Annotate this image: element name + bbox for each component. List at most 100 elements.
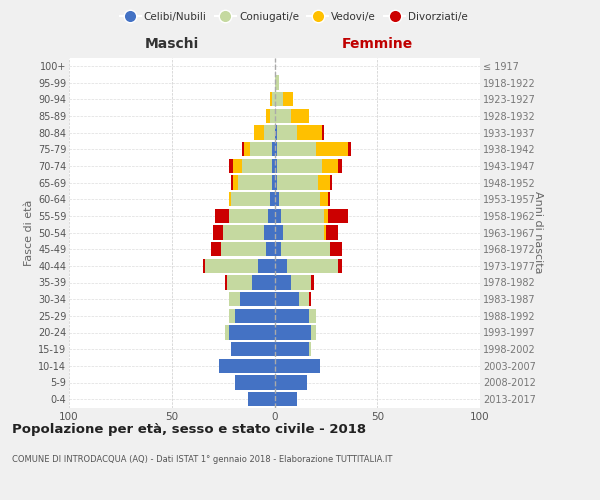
Bar [275, 76, 278, 90]
Bar [277, 126, 297, 140]
Bar [287, 259, 338, 273]
Bar [283, 92, 293, 106]
Bar [310, 309, 316, 323]
Bar [322, 159, 338, 173]
Bar [311, 276, 314, 289]
Y-axis label: Anni di nascita: Anni di nascita [533, 191, 542, 274]
Bar [272, 176, 275, 190]
Bar [275, 142, 277, 156]
Bar [291, 109, 310, 123]
Bar [272, 159, 275, 173]
Bar [272, 142, 275, 156]
Bar [328, 209, 349, 223]
Bar [275, 276, 291, 289]
Bar [211, 242, 221, 256]
Bar [283, 226, 324, 239]
Bar [223, 226, 264, 239]
Bar [205, 259, 258, 273]
Bar [268, 209, 275, 223]
Bar [235, 376, 275, 390]
Bar [275, 242, 281, 256]
Bar [232, 176, 233, 190]
Bar [229, 209, 268, 223]
Bar [266, 109, 271, 123]
Bar [264, 126, 275, 140]
Bar [271, 192, 275, 206]
Text: COMUNE DI INTRODACQUA (AQ) - Dati ISTAT 1° gennaio 2018 - Elaborazione TUTTITALI: COMUNE DI INTRODACQUA (AQ) - Dati ISTAT … [12, 455, 392, 464]
Bar [258, 259, 275, 273]
Legend: Celibi/Nubili, Coniugati/e, Vedovi/e, Divorziati/e: Celibi/Nubili, Coniugati/e, Vedovi/e, Di… [116, 8, 472, 26]
Bar [203, 259, 205, 273]
Bar [264, 226, 275, 239]
Bar [275, 376, 307, 390]
Bar [244, 142, 250, 156]
Bar [275, 342, 310, 356]
Bar [252, 276, 275, 289]
Bar [229, 326, 275, 340]
Bar [275, 259, 287, 273]
Bar [242, 142, 244, 156]
Bar [299, 292, 310, 306]
Bar [229, 292, 239, 306]
Bar [338, 259, 343, 273]
Bar [239, 292, 275, 306]
Bar [310, 292, 311, 306]
Bar [225, 276, 227, 289]
Bar [275, 226, 283, 239]
Bar [275, 292, 299, 306]
Bar [254, 126, 264, 140]
Bar [248, 392, 275, 406]
Bar [349, 142, 350, 156]
Text: Popolazione per età, sesso e stato civile - 2018: Popolazione per età, sesso e stato civil… [12, 422, 366, 436]
Bar [227, 276, 252, 289]
Bar [277, 159, 322, 173]
Bar [275, 109, 291, 123]
Bar [242, 159, 272, 173]
Bar [330, 176, 332, 190]
Bar [271, 92, 272, 106]
Bar [250, 142, 272, 156]
Bar [320, 192, 328, 206]
Bar [275, 159, 277, 173]
Bar [275, 176, 277, 190]
Bar [225, 326, 229, 340]
Bar [326, 226, 338, 239]
Bar [215, 209, 229, 223]
Bar [233, 159, 242, 173]
Bar [275, 326, 311, 340]
Bar [275, 192, 278, 206]
Bar [275, 209, 281, 223]
Bar [221, 242, 266, 256]
Bar [316, 142, 349, 156]
Bar [281, 209, 324, 223]
Bar [311, 326, 316, 340]
Bar [232, 192, 271, 206]
Bar [277, 176, 317, 190]
Bar [232, 342, 275, 356]
Bar [275, 392, 297, 406]
Text: Maschi: Maschi [145, 36, 199, 51]
Bar [277, 142, 316, 156]
Bar [324, 226, 326, 239]
Bar [338, 159, 343, 173]
Bar [310, 342, 311, 356]
Bar [229, 192, 232, 206]
Bar [275, 92, 283, 106]
Bar [317, 176, 330, 190]
Bar [275, 126, 277, 140]
Bar [281, 242, 330, 256]
Bar [233, 176, 238, 190]
Bar [322, 126, 324, 140]
Bar [235, 309, 275, 323]
Bar [271, 109, 275, 123]
Bar [330, 242, 343, 256]
Bar [229, 309, 235, 323]
Bar [328, 192, 330, 206]
Y-axis label: Fasce di età: Fasce di età [23, 200, 34, 266]
Bar [238, 176, 272, 190]
Bar [324, 209, 328, 223]
Bar [266, 242, 275, 256]
Bar [213, 226, 223, 239]
Bar [219, 359, 275, 373]
Bar [272, 92, 275, 106]
